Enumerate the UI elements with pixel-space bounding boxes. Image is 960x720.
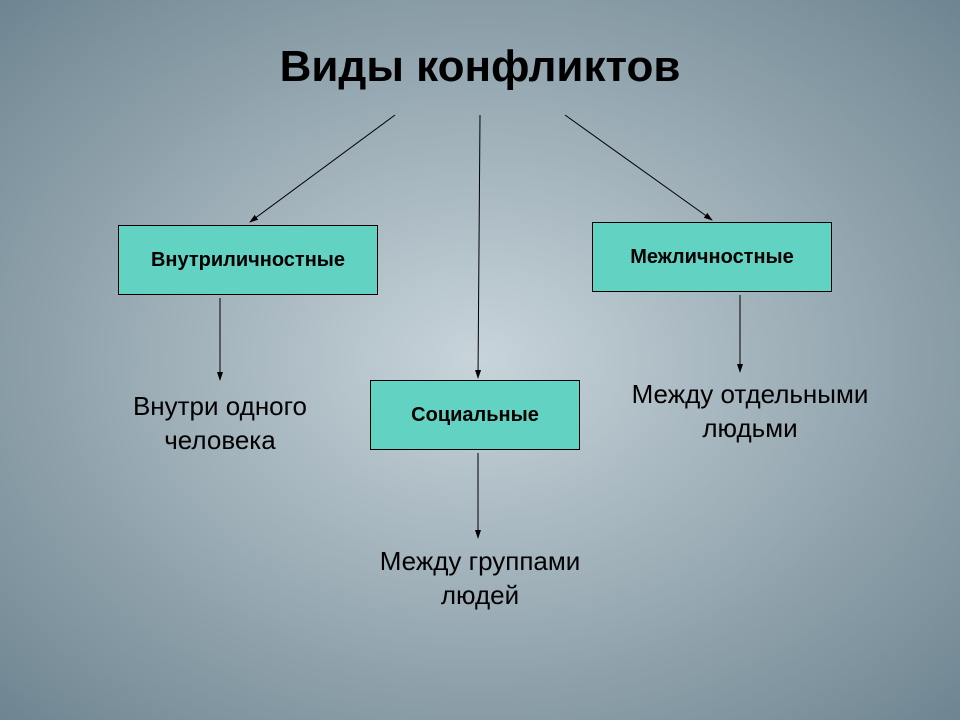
desc-social: Между группами людей bbox=[340, 545, 620, 613]
edge-title-to-social bbox=[478, 115, 480, 378]
edge-title-to-inter bbox=[565, 115, 712, 220]
edge-title-to-intra bbox=[250, 115, 395, 222]
node-intrapersonal: Внутриличностные bbox=[118, 225, 378, 295]
node-social: Социальные bbox=[370, 380, 580, 450]
node-interpersonal: Межличностные bbox=[592, 222, 832, 292]
diagram-title: Виды конфликтов bbox=[0, 42, 960, 92]
diagram-canvas: Виды конфликтов Внутриличностные Межлично… bbox=[0, 0, 960, 720]
desc-interpersonal: Между отдельными людьми bbox=[625, 378, 875, 446]
desc-intrapersonal: Внутри одного человека bbox=[90, 390, 350, 458]
